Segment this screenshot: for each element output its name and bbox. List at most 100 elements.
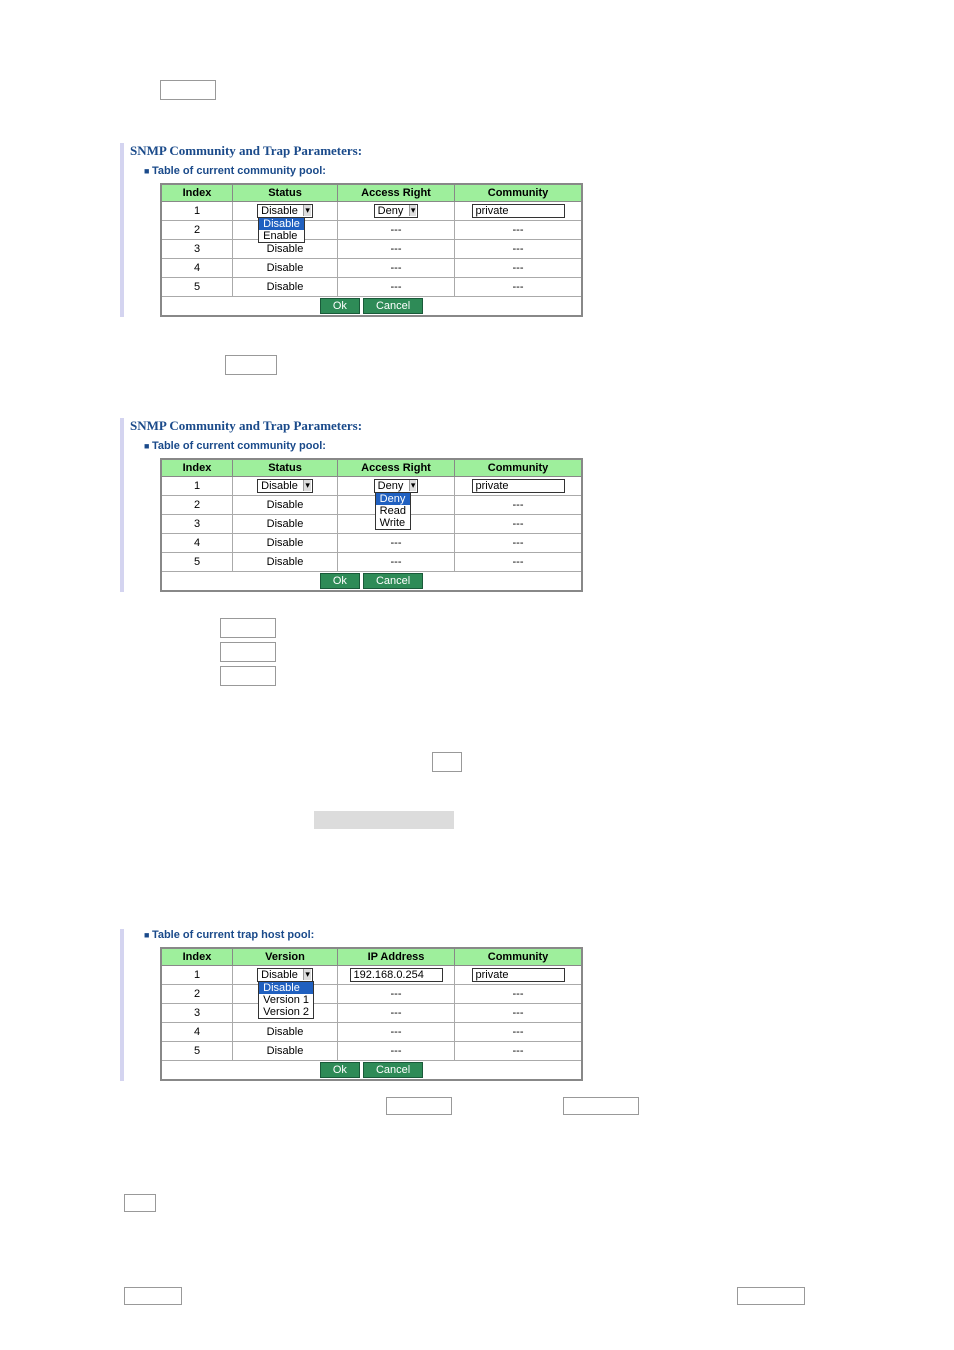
access-select[interactable]: Deny Deny Read Write [374,479,419,493]
th-index: Index [161,459,233,477]
access-select[interactable]: Deny [374,204,419,218]
table-row: 5 Disable --- --- [161,278,582,297]
table-row: 3 Disable --- --- [161,515,582,534]
th-community: Community [455,184,583,202]
cancel-button[interactable]: Cancel [363,298,423,314]
cell-index: 1 [161,966,233,985]
ok-button[interactable]: Ok [320,298,360,314]
th-community: Community [455,459,583,477]
table-row: 5 Disable --- --- [161,553,582,572]
cell-index: 5 [161,1042,233,1061]
section-subtitle: Table of current community pool: [144,440,730,452]
dropdown-option[interactable]: Write [376,517,410,529]
th-status: Status [233,459,338,477]
cell-status: Disable [233,278,338,297]
access-dropdown[interactable]: Deny Read Write [375,492,411,530]
cell-community: --- [455,1004,583,1023]
cell-index: 2 [161,496,233,515]
cancel-button[interactable]: Cancel [363,1062,423,1078]
cell-community: --- [455,496,583,515]
ok-button[interactable]: Ok [320,1062,360,1078]
cancel-button[interactable]: Cancel [363,573,423,589]
snmp-section-1: SNMP Community and Trap Parameters: Tabl… [120,143,730,317]
table-row: 4 Disable --- --- [161,1023,582,1042]
dropdown-option[interactable]: Deny [376,493,410,505]
cell-index: 1 [161,477,233,496]
placeholder-box [563,1097,639,1115]
community-table-2: Index Status Access Right Community 1 Di… [160,458,583,592]
table-row: 1 Disable Disable Version 1 Version 2 19… [161,966,582,985]
cell-index: 2 [161,221,233,240]
trap-table: Index Version IP Address Community 1 Dis… [160,947,583,1081]
th-ip: IP Address [338,948,455,966]
table-row: 2 Disable --- --- [161,221,582,240]
dropdown-option[interactable]: Read [376,505,410,517]
cell-status: Disable [233,515,338,534]
th-access: Access Right [338,184,455,202]
ip-input[interactable]: 192.168.0.254 [350,968,443,982]
status-select[interactable]: Disable Disable Enable [257,204,313,218]
dropdown-option[interactable]: Disable [259,982,313,994]
status-dropdown[interactable]: Disable Enable [258,217,305,243]
dropdown-option[interactable]: Version 1 [259,994,313,1006]
cell-access: --- [338,553,455,572]
cell-status: Disable [233,259,338,278]
cell-status: Disable [233,496,338,515]
th-community: Community [455,948,583,966]
cell-index: 4 [161,1023,233,1042]
dropdown-option[interactable]: Version 2 [259,1006,313,1018]
cell-ip: --- [338,1042,455,1061]
section-title: SNMP Community and Trap Parameters: [130,143,730,159]
cell-version: Disable [233,1042,338,1061]
community-input[interactable]: private [472,479,565,493]
cell-ip: --- [338,1023,455,1042]
cell-access: --- [338,259,455,278]
placeholder-box [386,1097,452,1115]
status-select[interactable]: Disable [257,479,313,493]
section-title: SNMP Community and Trap Parameters: [130,418,730,434]
ok-button[interactable]: Ok [320,573,360,589]
cell-index: 3 [161,515,233,534]
cell-community: --- [455,1042,583,1061]
cell-version: Disable [233,1023,338,1042]
cell-access: --- [338,278,455,297]
placeholder-box [220,666,276,686]
cell-status: Disable [233,553,338,572]
table-row: 2 Disable --- --- [161,985,582,1004]
table-row: 5 Disable --- --- [161,1042,582,1061]
th-access: Access Right [338,459,455,477]
table-row: 4 Disable --- --- [161,534,582,553]
snmp-section-2: SNMP Community and Trap Parameters: Tabl… [120,418,730,592]
community-input[interactable]: private [472,968,565,982]
version-dropdown[interactable]: Disable Version 1 Version 2 [258,981,314,1019]
dropdown-option[interactable]: Disable [259,218,304,230]
placeholder-box [432,752,462,772]
cell-community: --- [455,259,583,278]
cell-access: --- [338,240,455,259]
th-index: Index [161,948,233,966]
cell-community: --- [455,221,583,240]
community-input[interactable]: private [472,204,565,218]
table-row: 3 Disable --- --- [161,240,582,259]
table-row: 1 Disable Deny Deny Read Write private [161,477,582,496]
community-table-1: Index Status Access Right Community 1 Di… [160,183,583,317]
table-row: 4 Disable --- --- [161,259,582,278]
section-subtitle: Table of current trap host pool: [144,929,730,941]
dropdown-option[interactable]: Enable [259,230,304,242]
cell-index: 3 [161,1004,233,1023]
placeholder-box [737,1287,805,1305]
cell-ip: --- [338,1004,455,1023]
grey-bar [314,811,454,829]
cell-index: 5 [161,278,233,297]
cell-access: --- [338,534,455,553]
cell-index: 4 [161,259,233,278]
cell-access: --- [338,221,455,240]
table-row: 1 Disable Disable Enable Deny private [161,202,582,221]
placeholder-box [160,80,216,100]
cell-index: 2 [161,985,233,1004]
placeholder-box [220,618,276,638]
th-index: Index [161,184,233,202]
cell-community: --- [455,1023,583,1042]
cell-status: Disable [233,534,338,553]
version-select[interactable]: Disable Disable Version 1 Version 2 [257,968,313,982]
